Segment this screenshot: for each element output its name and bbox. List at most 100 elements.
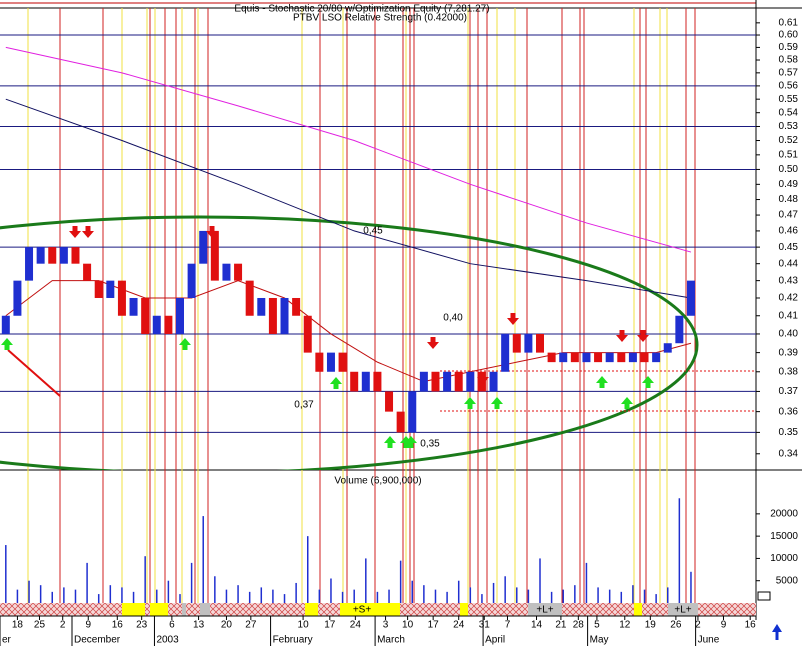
sell-arrow: [477, 372, 489, 384]
y-tick-label: 0.50: [779, 164, 799, 175]
x-tick-label: 3: [383, 620, 389, 631]
candle: [268, 297, 277, 334]
sell-arrow: [637, 330, 649, 342]
y-tick-label: 0.51: [779, 149, 799, 160]
month-label: May: [590, 635, 609, 646]
candle: [315, 352, 324, 372]
candle: [292, 297, 301, 316]
x-tick-label: 10: [298, 620, 310, 631]
band-segment: [150, 603, 168, 616]
sell-arrow: [206, 226, 218, 238]
cycle-ellipse: [0, 215, 699, 470]
sell-arrow: [427, 337, 439, 349]
y-tick-label: 0.44: [779, 258, 799, 269]
candle: [187, 263, 196, 298]
y-tick-label: 0.54: [779, 107, 799, 118]
volume-tick-label: 20000: [770, 508, 798, 519]
candle: [245, 280, 254, 316]
candle: [582, 352, 591, 363]
buy-arrow: [464, 397, 476, 409]
candle: [617, 352, 626, 363]
buy-arrow: [621, 397, 633, 409]
month-label: February: [273, 635, 313, 646]
buy-arrow: [491, 397, 503, 409]
sell-arrow: [507, 313, 519, 325]
y-tick-label: 0.45: [779, 242, 799, 253]
candle: [628, 352, 637, 363]
x-tick-label: 12: [619, 620, 631, 631]
candle: [36, 247, 45, 264]
x-tick-label: 31: [479, 620, 491, 631]
candle: [94, 280, 103, 298]
buy-arrow: [642, 376, 654, 388]
candle: [396, 411, 405, 433]
band-segment: [305, 603, 318, 616]
x-tick-label: 5: [594, 620, 600, 631]
sell-arrow: [82, 226, 94, 238]
candle: [524, 333, 533, 353]
candle: [431, 371, 440, 392]
candle: [129, 297, 138, 316]
y-tick-label: 0.49: [779, 179, 799, 190]
y-tick-label: 0.34: [779, 448, 799, 459]
y-tick-label: 0.57: [779, 67, 799, 78]
candle: [83, 263, 92, 281]
candle: [489, 371, 498, 392]
band-segment: [200, 603, 210, 616]
sell-arrow: [69, 226, 81, 238]
candle: [141, 297, 150, 334]
x-tick-label: 7: [505, 620, 511, 631]
month-label: April: [485, 635, 505, 646]
y-tick-label: 0.39: [779, 347, 799, 358]
y-tick-label: 0.59: [779, 42, 799, 53]
y-tick-label: 0.41: [779, 310, 799, 321]
y-tick-label: 0.43: [779, 275, 799, 286]
candle: [663, 343, 672, 353]
candle: [675, 315, 684, 344]
y-tick-label: 0.52: [779, 135, 799, 146]
band-segment: [668, 603, 698, 616]
month-label: 2003: [156, 635, 179, 646]
buy-arrow: [384, 436, 396, 448]
candle: [222, 263, 231, 281]
candle: [466, 371, 475, 392]
candle: [419, 371, 428, 392]
candle: [605, 352, 614, 363]
candle: [59, 247, 68, 264]
y-tick-label: 0.38: [779, 366, 799, 377]
candle: [176, 297, 184, 334]
y-tick-label: 0.53: [779, 121, 799, 132]
x-tick-label: 24: [350, 620, 362, 631]
x-tick-label: 21: [555, 620, 567, 631]
candle: [408, 391, 417, 433]
candle: [512, 333, 521, 353]
month-label: March: [377, 635, 405, 646]
candle: [350, 371, 359, 392]
chart-title: Equis - Stochastic 20/80 w/Optimization …: [234, 4, 489, 15]
month-label: December: [74, 635, 121, 646]
x-tick-label: 9: [721, 620, 727, 631]
buy-arrow: [1, 338, 13, 350]
buy-arrow: [405, 436, 417, 448]
x-tick-label: 2: [695, 620, 701, 631]
candle: [234, 263, 243, 281]
candle: [361, 371, 370, 392]
candle: [71, 247, 80, 264]
scroll-box[interactable]: [757, 591, 771, 601]
x-tick-label: 16: [112, 620, 124, 631]
candle: [570, 352, 579, 363]
moving-average: [5, 98, 692, 299]
candle: [199, 230, 208, 264]
band-label: +L+: [536, 605, 553, 616]
x-tick-label: 2: [60, 620, 66, 631]
y-tick-label: 0.60: [779, 30, 799, 41]
sell-arrow: [616, 330, 628, 342]
y-tick-label: 0.48: [779, 194, 799, 205]
candle: [385, 391, 394, 412]
scroll-arrow[interactable]: [772, 624, 782, 640]
candle: [164, 315, 173, 334]
band-segment: [122, 603, 145, 616]
band-segment: [182, 603, 186, 616]
chart-subtitle: PTBV LSO Relative Strength (0.42000): [293, 13, 467, 24]
